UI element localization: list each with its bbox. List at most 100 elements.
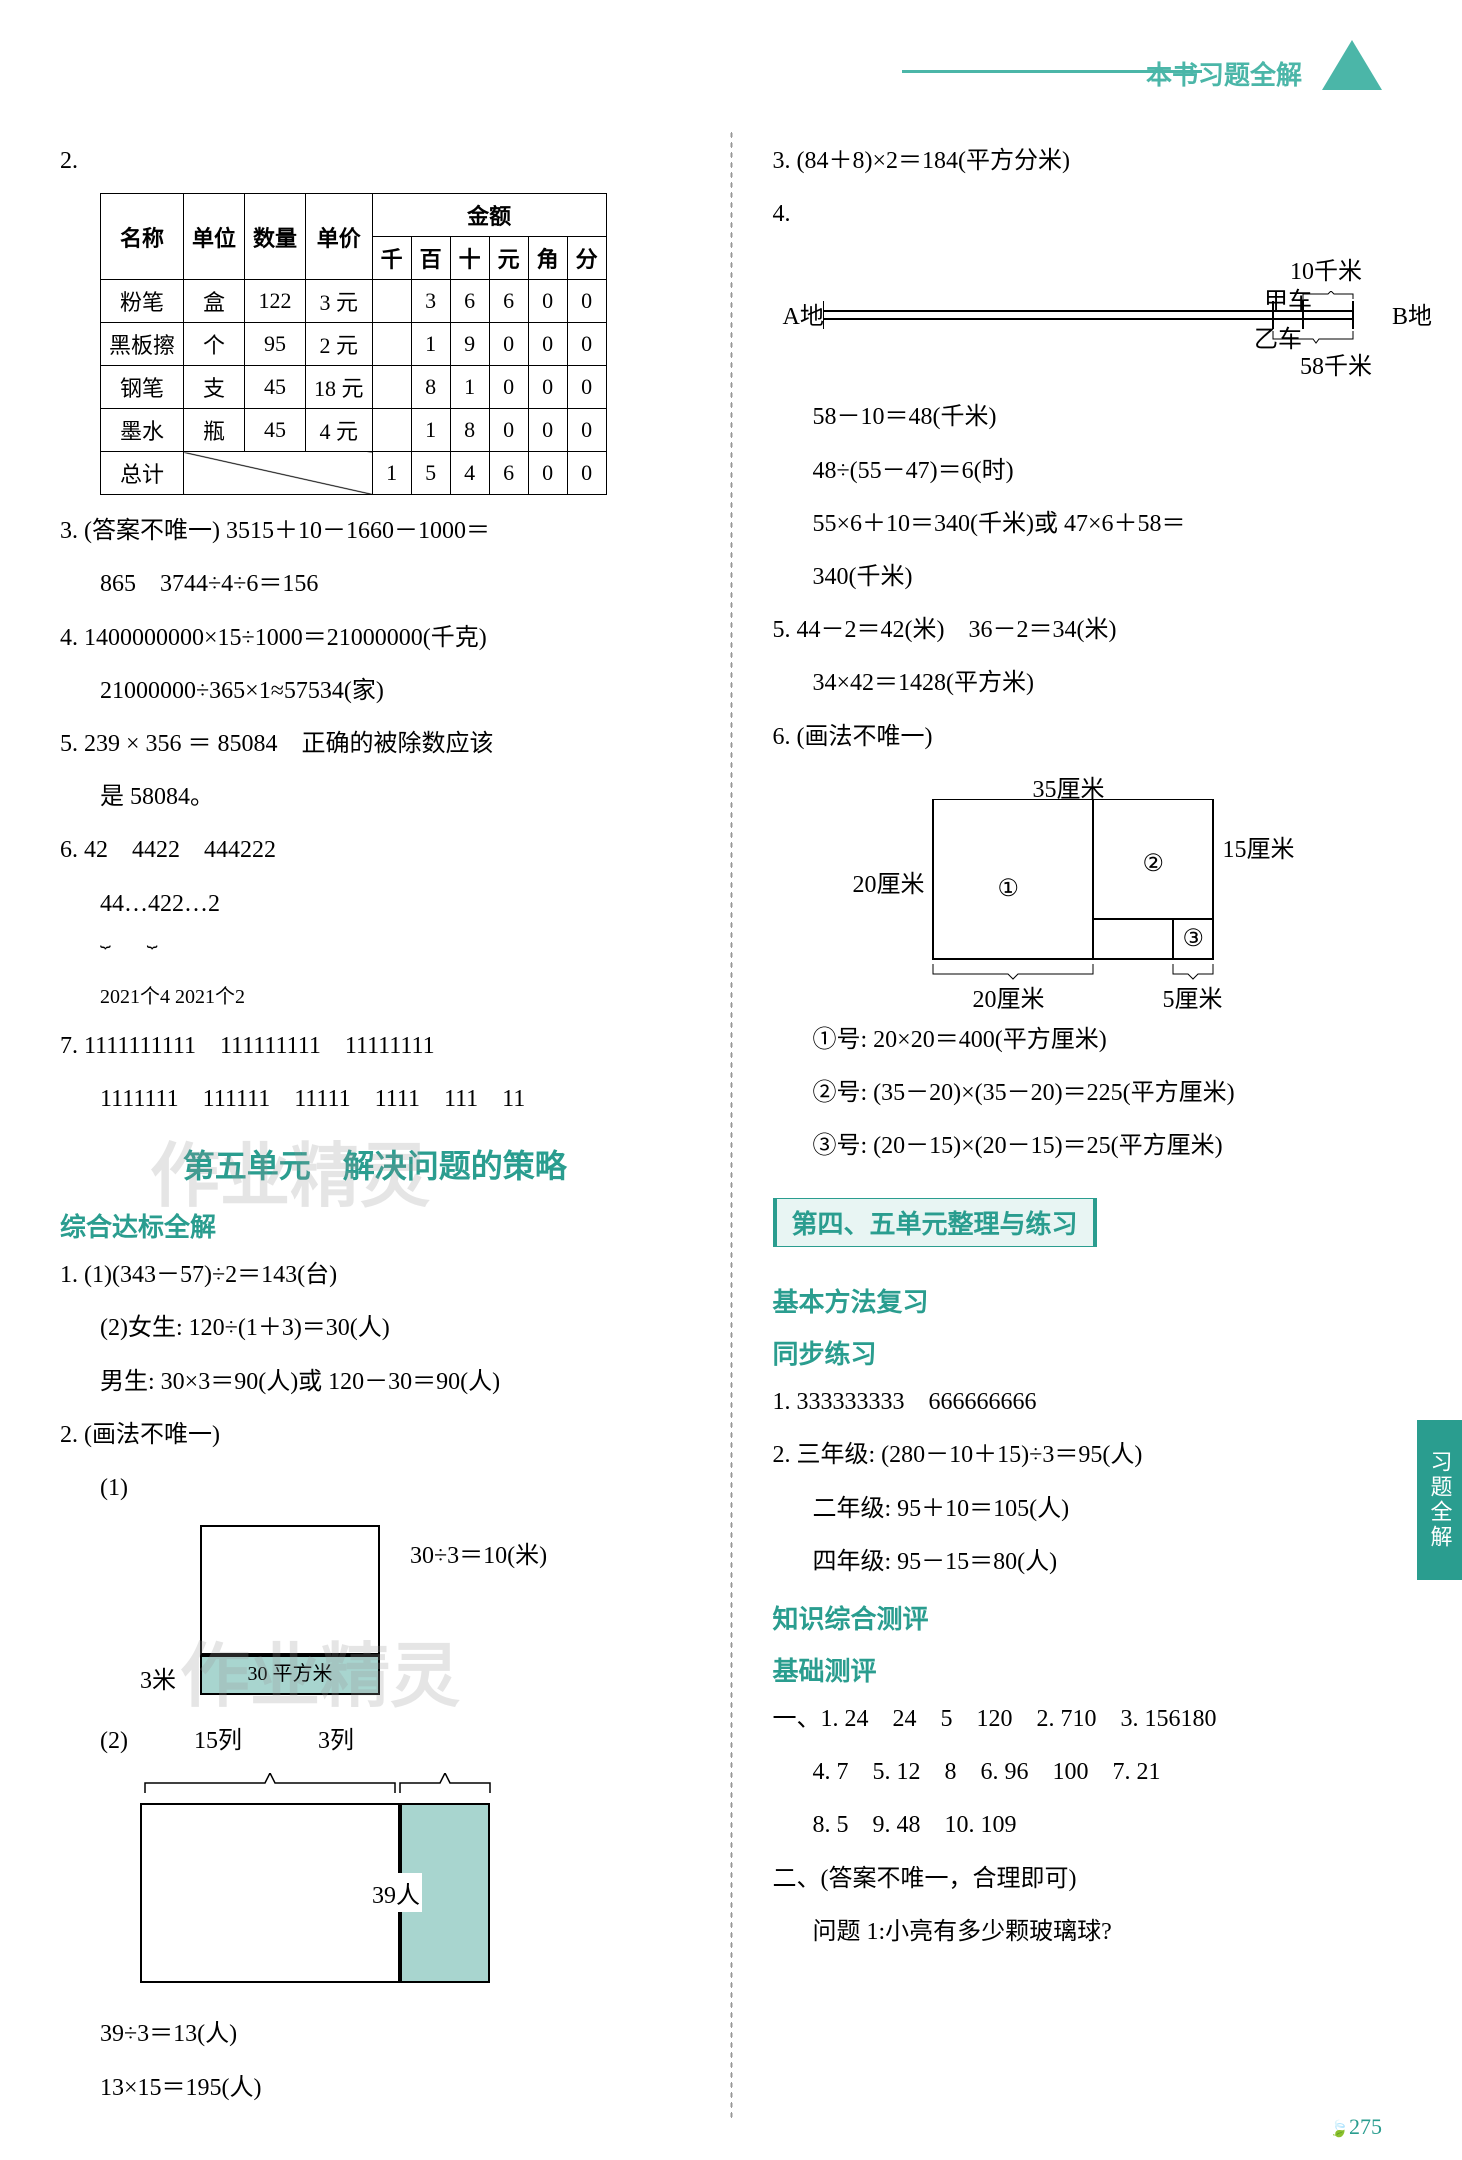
th-d4: 元 — [489, 237, 528, 280]
cell-digit: 8 — [411, 366, 450, 409]
q2-1: (1) — [60, 1467, 690, 1510]
cell-digit: 0 — [528, 366, 567, 409]
cell-digit: 0 — [489, 409, 528, 452]
item2-label: 2. — [60, 140, 690, 183]
jiben: 基本方法复习 — [773, 1282, 1403, 1319]
q2-end2: 13×15＝195(人) — [60, 2067, 690, 2110]
r-item4-c1: 58－10＝48(千米) — [773, 396, 1403, 439]
diagram-rect2: 39人 — [140, 1778, 690, 1998]
label-30sqm: 30 平方米 — [202, 1657, 378, 1686]
table-row: 黑板擦个952 元19000 — [101, 323, 607, 366]
item3: 3. (答案不唯一) 3515＋10－1660－1000＝ — [60, 510, 690, 553]
cell-digit: 0 — [528, 323, 567, 366]
cell-price: 4 元 — [306, 409, 373, 452]
cell-unit: 个 — [184, 323, 245, 366]
cell-qty: 45 — [245, 366, 306, 409]
q2-end1: 39÷3＝13(人) — [60, 2013, 690, 2056]
cell-price: 3 元 — [306, 280, 373, 323]
b-label: B地 — [1392, 296, 1432, 331]
cell-digit: 1 — [411, 323, 450, 366]
unit5-title: 第五单元 解决问题的策略 — [60, 1141, 690, 1187]
cell-digit: 8 — [450, 409, 489, 452]
r-item4: 4. — [773, 193, 1403, 236]
r-item5: 5. 44－2＝42(米) 36－2＝34(米) — [773, 609, 1403, 652]
item6: 6. 42 4422 444222 — [60, 829, 690, 872]
q2-2-15: 15列 — [194, 1728, 242, 1754]
d58: 58千米 — [1300, 346, 1372, 381]
th-d2: 百 — [411, 237, 450, 280]
cell-unit: 盒 — [184, 280, 245, 323]
page-number: 🍃275 — [1329, 2114, 1382, 2140]
cell-qty: 45 — [245, 409, 306, 452]
unit45-title: 第四、五单元整理与练习 — [773, 1198, 1097, 1247]
cell-name: 钢笔 — [101, 366, 184, 409]
q1-1: 1. (1)(343－57)÷2＝143(台) — [60, 1254, 690, 1297]
item6b-text: 44…422…2 — [100, 891, 220, 917]
th-amount: 金额 — [372, 194, 606, 237]
expense-table: 名称 单位 数量 单价 金额 千 百 十 元 角 分 粉笔盒1223 元3660… — [100, 193, 607, 495]
car2: 乙车 — [1254, 319, 1302, 354]
cell-digit: 0 — [528, 452, 567, 495]
q2-2-label: (2) — [100, 1728, 128, 1754]
cell-digit: 0 — [567, 366, 606, 409]
r-item6-3: ③号: (20－15)×(20－15)＝25(平方厘米) — [773, 1125, 1403, 1168]
column-divider — [730, 130, 733, 2120]
r-item6-2: ②号: (35－20)×(35－20)＝225(平方厘米) — [773, 1072, 1403, 1115]
r-item3: 3. (84＋8)×2＝184(平方分米) — [773, 140, 1403, 183]
th-price: 单价 — [306, 194, 373, 280]
label-3m: 3米 — [140, 1660, 176, 1695]
cell-name: 粉笔 — [101, 280, 184, 323]
l20bot: 20厘米 — [973, 979, 1045, 1014]
r2b: 二年级: 95＋10＝105(人) — [773, 1488, 1403, 1531]
er-q: 问题 1:小亮有多少颗玻璃球? — [773, 1911, 1403, 1954]
table-row: 粉笔盒1223 元36600 — [101, 280, 607, 323]
zhishi: 知识综合测评 — [773, 1599, 1403, 1636]
l15: 15厘米 — [1223, 829, 1295, 864]
diagram-line: 10千米 甲车 A地 B地 乙车 58千米 — [813, 251, 1403, 381]
r2c: 四年级: 95－15＝80(人) — [773, 1541, 1403, 1584]
item4b: 21000000÷365×1≈57534(家) — [60, 670, 690, 713]
th-d1: 千 — [372, 237, 411, 280]
cell-digit: 9 — [450, 323, 489, 366]
diagram-squares: 35厘米 20厘米 15厘米 ① ② ③ 20厘米 5厘米 — [873, 774, 1403, 1004]
a-label: A地 — [783, 296, 824, 331]
q2: 2. (画法不唯一) — [60, 1414, 690, 1457]
cell-qty: 95 — [245, 323, 306, 366]
th-d6: 分 — [567, 237, 606, 280]
cell-digit: 5 — [411, 452, 450, 495]
cell-digit: 0 — [528, 409, 567, 452]
diagram-rect1: 30 平方米 3米 30÷3＝10(米) — [140, 1525, 690, 1705]
th-unit: 单位 — [184, 194, 245, 280]
cell-digit: 1 — [450, 366, 489, 409]
table-row: 墨水瓶454 元18000 — [101, 409, 607, 452]
q2-2-39: 39人 — [370, 1873, 422, 1912]
th-qty: 数量 — [245, 194, 306, 280]
cell-digit: 0 — [567, 280, 606, 323]
er: 二、(答案不唯一，合理即可) — [773, 1858, 1403, 1901]
l20left: 20厘米 — [853, 864, 925, 899]
cell-digit: 0 — [567, 452, 606, 495]
left-column: 2. 名称 单位 数量 单价 金额 千 百 十 元 角 分 粉笔盒1223 元3… — [60, 130, 690, 2120]
page-num-text: 275 — [1349, 2114, 1382, 2139]
item7: 7. 1111111111 111111111 11111111 — [60, 1025, 690, 1068]
q1-2: (2)女生: 120÷(1＋3)＝30(人) — [60, 1307, 690, 1350]
cell-digit: 6 — [489, 452, 528, 495]
cell-price: 18 元 — [306, 366, 373, 409]
zongheda: 综合达标全解 — [60, 1207, 690, 1244]
q2-2-3: 3列 — [318, 1728, 354, 1754]
th-name: 名称 — [101, 194, 184, 280]
r2: 2. 三年级: (280－10＋15)÷3＝95(人) — [773, 1434, 1403, 1477]
item6b: 44…422…2 ⏟ ⏟ — [60, 883, 690, 969]
table-row: 钢笔支4518 元81000 — [101, 366, 607, 409]
item5b: 是 58084。 — [60, 776, 690, 819]
r-item5b: 34×42＝1428(平方米) — [773, 662, 1403, 705]
cell-unit: 瓶 — [184, 409, 245, 452]
cell-name: 墨水 — [101, 409, 184, 452]
cell-unit: 支 — [184, 366, 245, 409]
q2-2: (2) 15列 3列 — [60, 1720, 690, 1763]
th-d3: 十 — [450, 237, 489, 280]
item3b: 865 3744÷4÷6＝156 — [60, 563, 690, 606]
cell-digit — [372, 280, 411, 323]
side-tab: 习题全解 — [1417, 1420, 1462, 1580]
triangle-icon — [1322, 40, 1382, 90]
